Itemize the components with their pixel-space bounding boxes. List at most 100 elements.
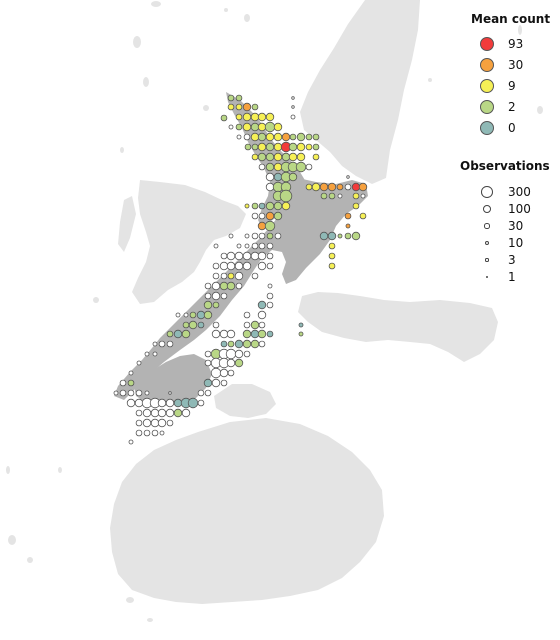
observation-marker bbox=[251, 202, 259, 210]
observation-marker bbox=[257, 221, 267, 231]
observation-marker bbox=[312, 143, 320, 151]
observation-marker bbox=[250, 329, 260, 339]
observation-marker bbox=[298, 331, 304, 337]
observation-marker bbox=[242, 251, 252, 261]
observation-marker bbox=[305, 143, 313, 151]
observation-marker bbox=[234, 261, 244, 271]
observation-marker bbox=[265, 201, 275, 211]
observation-marker bbox=[257, 122, 267, 132]
observation-marker bbox=[258, 163, 266, 171]
observation-marker bbox=[227, 103, 235, 111]
observation-marker bbox=[351, 231, 361, 241]
legend-mean-count-item: 2 bbox=[474, 98, 516, 116]
observation-marker bbox=[264, 220, 276, 232]
observation-marker bbox=[257, 142, 267, 152]
observation-marker bbox=[234, 271, 244, 281]
observation-marker bbox=[281, 132, 291, 142]
observation-marker bbox=[242, 122, 252, 132]
observation-marker bbox=[236, 134, 242, 140]
observation-marker bbox=[337, 233, 343, 239]
observation-marker bbox=[258, 232, 266, 240]
observation-marker bbox=[235, 103, 243, 111]
observation-marker bbox=[220, 114, 228, 122]
observation-marker bbox=[235, 113, 243, 121]
legend-observations-item: 30 bbox=[474, 217, 523, 235]
observation-marker bbox=[244, 143, 252, 151]
observation-marker bbox=[243, 133, 251, 141]
observation-marker bbox=[157, 408, 167, 418]
observation-marker bbox=[211, 291, 221, 301]
observation-marker bbox=[250, 112, 260, 122]
observation-marker bbox=[266, 252, 274, 260]
legend-observations-label: 100 bbox=[508, 202, 531, 216]
observation-marker bbox=[359, 212, 367, 220]
observation-marker bbox=[142, 418, 152, 428]
observation-marker bbox=[296, 142, 306, 152]
observation-marker bbox=[165, 398, 175, 408]
legend-observations-title: Observations bbox=[460, 159, 550, 173]
observation-marker bbox=[203, 378, 213, 388]
observation-marker bbox=[242, 112, 252, 122]
observation-marker bbox=[257, 261, 267, 271]
observation-marker bbox=[257, 251, 267, 261]
observation-marker bbox=[182, 321, 190, 329]
observation-marker bbox=[250, 320, 260, 330]
observation-marker bbox=[265, 152, 275, 162]
legend-mean-count-label: 9 bbox=[508, 79, 516, 93]
legend-observations-item: 100 bbox=[474, 200, 531, 218]
observation-marker bbox=[266, 262, 274, 270]
legend-size-symbol bbox=[484, 223, 490, 229]
observation-marker bbox=[234, 349, 244, 359]
observation-marker bbox=[305, 133, 313, 141]
observation-marker bbox=[243, 350, 251, 358]
observation-marker bbox=[197, 389, 205, 397]
observation-marker bbox=[251, 232, 259, 240]
observation-marker bbox=[152, 351, 158, 357]
observation-marker bbox=[250, 339, 260, 349]
observation-marker bbox=[128, 439, 134, 445]
observation-marker bbox=[352, 192, 360, 200]
observation-marker bbox=[242, 339, 252, 349]
observation-marker bbox=[328, 252, 336, 260]
observation-marker bbox=[288, 152, 298, 162]
observation-marker bbox=[226, 251, 236, 261]
observation-marker bbox=[204, 292, 212, 300]
observation-marker bbox=[236, 243, 242, 249]
observation-marker bbox=[219, 281, 229, 291]
legend-mean-count-label: 30 bbox=[508, 58, 524, 72]
observation-marker bbox=[157, 418, 167, 428]
legend-observations-item: 10 bbox=[474, 234, 523, 252]
observation-marker bbox=[311, 182, 321, 192]
observation-marker bbox=[265, 211, 275, 221]
observation-marker bbox=[204, 282, 212, 290]
observation-marker bbox=[219, 368, 229, 378]
legend-size-symbol bbox=[485, 258, 489, 262]
observation-marker bbox=[152, 341, 158, 347]
observation-marker bbox=[328, 242, 336, 250]
legend-observations-label: 30 bbox=[508, 219, 524, 233]
observation-marker bbox=[344, 232, 352, 240]
observation-marker bbox=[344, 212, 352, 220]
observation-marker bbox=[227, 272, 235, 280]
observation-marker bbox=[265, 132, 275, 142]
observation-marker bbox=[181, 408, 191, 418]
observation-marker bbox=[266, 301, 274, 309]
observation-marker bbox=[181, 329, 191, 339]
observation-marker bbox=[220, 379, 228, 387]
observation-marker bbox=[166, 330, 174, 338]
observation-marker bbox=[288, 172, 298, 182]
observation-marker bbox=[265, 172, 275, 182]
observation-marker bbox=[251, 242, 259, 250]
observation-marker bbox=[257, 152, 267, 162]
observation-marker bbox=[251, 143, 259, 151]
observation-marker bbox=[257, 112, 267, 122]
observation-marker bbox=[219, 329, 229, 339]
observation-marker bbox=[360, 193, 366, 199]
observation-marker bbox=[257, 329, 267, 339]
observation-marker bbox=[135, 419, 143, 427]
observation-marker bbox=[257, 310, 267, 320]
observation-marker bbox=[173, 398, 183, 408]
observation-marker bbox=[250, 122, 260, 132]
observation-marker bbox=[119, 379, 127, 387]
legend-observations-label: 10 bbox=[508, 236, 524, 250]
